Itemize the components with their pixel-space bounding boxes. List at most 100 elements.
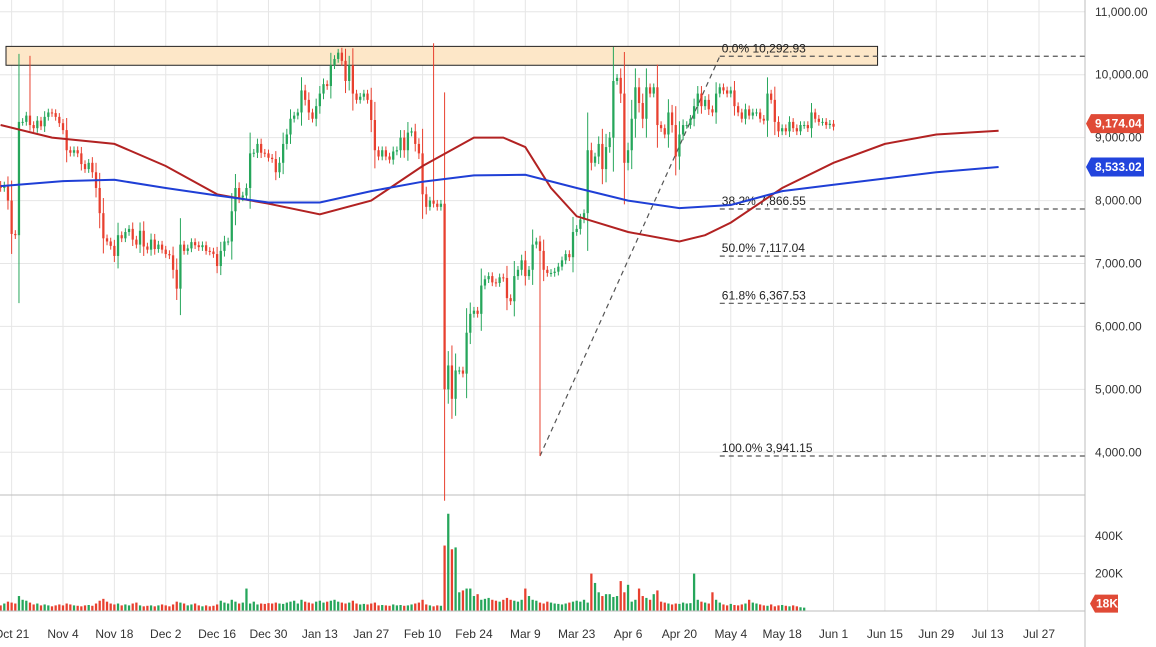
candle-body [582, 213, 586, 220]
candle-body [520, 260, 523, 270]
volume-bar [0, 605, 2, 611]
volume-bar [54, 605, 57, 611]
volume-bar [340, 602, 343, 611]
candle-body [773, 99, 776, 122]
candle-body [608, 137, 611, 148]
candle-body [630, 118, 633, 151]
volume-bar [186, 605, 189, 611]
volume-bar [395, 605, 399, 611]
candle-body [293, 115, 296, 119]
candle-body [285, 134, 288, 144]
candle-body [535, 241, 538, 245]
volume-bar [450, 549, 454, 611]
volume-bar [58, 604, 61, 611]
candle-body [168, 254, 171, 256]
candle-body [116, 235, 120, 256]
volume-bar [171, 604, 175, 611]
volume-bar [248, 603, 252, 611]
volume-bar [271, 603, 274, 611]
volume-bar [94, 603, 98, 611]
candle-body [729, 90, 732, 94]
candle-body [825, 121, 828, 126]
time-tick-label: Mar 9 [510, 627, 541, 641]
candle-body [21, 121, 24, 123]
candle-body [788, 121, 791, 132]
volume-bar [480, 599, 483, 611]
volume-bar [630, 601, 633, 611]
candle-body [355, 93, 358, 100]
short-moving-average-line [0, 124, 999, 243]
volume-bar [571, 601, 575, 611]
volume-bar [483, 598, 487, 611]
candle-body [542, 250, 545, 270]
volume-bar [329, 600, 332, 611]
candle-body [546, 269, 549, 273]
candle-body [179, 244, 182, 289]
time-tick-label: Nov 18 [95, 627, 133, 641]
volume-bar [109, 603, 112, 611]
candle-body [751, 112, 754, 116]
candle-body [623, 93, 626, 163]
volume-bar [160, 604, 164, 611]
fibonacci-level-label: 50.0% 7,117.04 [722, 241, 806, 255]
volume-tick-label: 400K [1095, 529, 1123, 543]
candle-body [436, 203, 439, 207]
candle-body [127, 228, 131, 233]
candle-body [656, 87, 659, 126]
time-tick-label: Dec 2 [150, 627, 182, 641]
time-tick-label: Jun 1 [819, 627, 849, 641]
last-volume-badge-background [1090, 594, 1118, 613]
candle-body [692, 106, 696, 119]
candle-body [659, 125, 663, 129]
candle-body [612, 80, 615, 138]
volume-bar [564, 603, 567, 611]
candle-body [450, 365, 454, 399]
volume-bar [406, 605, 410, 611]
candle-body [241, 195, 244, 198]
volume-bar [747, 599, 751, 611]
candle-body [113, 245, 116, 256]
volume-bar [113, 604, 116, 611]
volume-bar [146, 605, 149, 611]
time-tick-label: Jan 27 [353, 627, 389, 641]
candle-body [487, 276, 490, 280]
time-tick-label: Oct 21 [0, 627, 30, 641]
volume-bar [428, 605, 432, 611]
volume-bar [604, 594, 608, 611]
volume-bar [465, 588, 468, 611]
volume-bar [601, 596, 604, 611]
volume-bar [538, 602, 542, 611]
volume-bar [274, 602, 277, 611]
volume-bar [296, 603, 299, 611]
volume-bar [300, 599, 303, 611]
volume-bar [80, 606, 83, 611]
candle-body [513, 276, 516, 302]
volume-bar [487, 597, 490, 611]
candle-body [784, 128, 787, 132]
candle-body [417, 143, 421, 154]
volume-bar [535, 600, 538, 611]
volume-bar [689, 603, 692, 611]
volume-bar [102, 598, 105, 611]
candle-body [226, 241, 230, 243]
candle-body [14, 233, 17, 236]
candle-body [524, 260, 527, 277]
volume-bar [703, 602, 707, 611]
price-tick-label: 10,000.00 [1095, 68, 1149, 82]
volume-bar [795, 606, 798, 611]
candle-body [395, 150, 399, 152]
candle-body [65, 130, 68, 151]
candle-body [770, 93, 773, 100]
volume-bar [458, 592, 461, 611]
volume-bar [344, 603, 347, 611]
candle-body [160, 244, 164, 250]
candle-body [648, 87, 652, 94]
fibonacci-level-label: 100.0% 3,941.15 [722, 441, 813, 455]
candle-body [817, 118, 820, 122]
volume-bar [315, 601, 318, 611]
candle-body [821, 121, 824, 123]
volume-bar [619, 581, 622, 611]
candle-body [219, 250, 222, 267]
candle-body [164, 249, 167, 255]
